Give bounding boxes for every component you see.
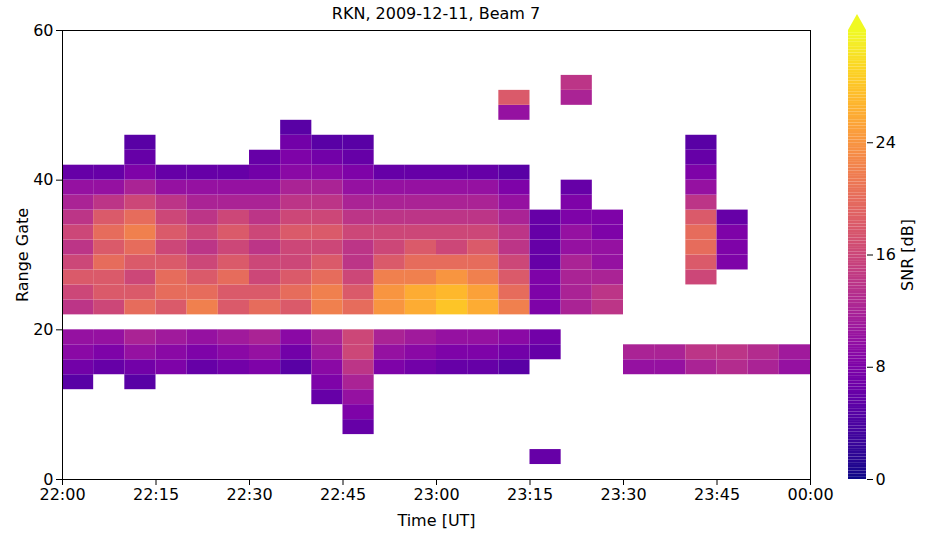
svg-text:8: 8 [876,357,886,376]
svg-text:23:30: 23:30 [600,485,646,504]
svg-text:Time [UT]: Time [UT] [396,511,475,530]
svg-text:20: 20 [33,320,53,339]
svg-text:Range Gate: Range Gate [13,208,32,302]
svg-text:22:15: 22:15 [133,485,179,504]
svg-text:SNR [dB]: SNR [dB] [898,219,917,291]
svg-text:24: 24 [876,133,896,152]
svg-text:16: 16 [876,245,896,264]
html-text:RKN, 2009-12-11, Beam 7: RKN, 2009-12-11, Beam 7 [331,4,541,23]
svg-text:22:30: 22:30 [226,485,272,504]
svg-text:22:45: 22:45 [320,485,366,504]
svg-text:0: 0 [876,470,886,489]
svg-text:0: 0 [43,469,54,489]
svg-text:23:15: 23:15 [507,485,553,504]
svg-text:22:00: 22:00 [39,485,85,504]
svg-text:40: 40 [33,170,53,189]
svg-text:00:00: 00:00 [787,485,833,504]
svg-text:60: 60 [33,21,53,40]
svg-text:23:00: 23:00 [413,485,459,504]
svg-text:23:45: 23:45 [694,485,740,504]
